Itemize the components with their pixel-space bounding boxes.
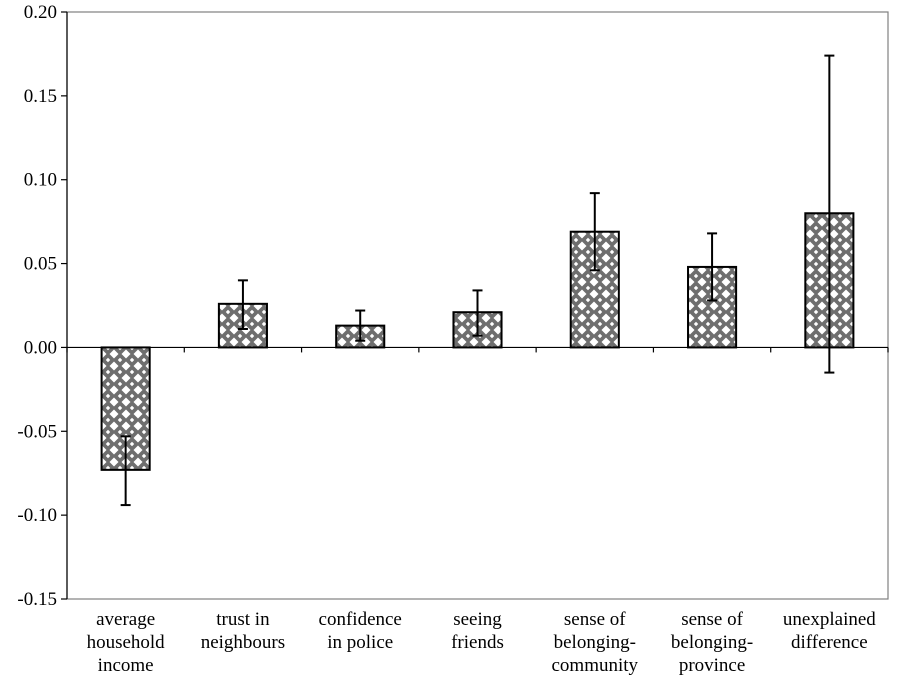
category-label-line: trust in [216,609,270,630]
y-tick-label: 0.00 [24,337,57,358]
category-label-line: average [96,609,155,630]
y-axis: 0.20 0.15 0.10 0.05 0.00 -0.05 -0.10 -0.15 [17,2,889,610]
category-label-line: confidence [319,609,402,630]
category-label-line: friends [451,632,504,653]
category-label: sense of belonging-province [671,609,753,676]
category-label: sense of belonging-community [552,609,639,676]
category-label-line: belonging- [671,632,753,653]
category-label-line: sense of [564,609,626,630]
x-axis-labels: average household income trust in neighbours… [87,609,877,676]
y-tick-label: 0.20 [24,2,57,23]
y-tick-label: -0.05 [17,421,57,442]
category-label-line: income [98,655,154,676]
y-tick-label: 0.10 [24,170,57,191]
category-label-line: belonging- [554,632,636,653]
category-label-line: province [679,655,745,676]
category-label-line: sense of [681,609,743,630]
category-label-line: household [87,632,166,653]
y-tick-label: 0.15 [24,86,57,107]
category-label-line: neighbours [201,632,285,653]
y-tick-label: 0.05 [24,254,57,275]
category-label-line: seeing [453,609,502,630]
category-label-line: unexplained [783,609,876,630]
bars [100,212,855,471]
y-tick-label: -0.10 [17,505,57,526]
category-label: average household income [87,609,166,676]
error-bars [120,54,835,507]
y-tick-label: -0.15 [17,589,57,610]
category-label-line: difference [791,632,868,653]
category-label-line: in police [327,632,393,653]
category-label: confidence in police [319,609,402,653]
category-label: unexplained difference [783,609,876,653]
category-label: seeing friends [451,609,504,653]
category-label: trust in neighbours [201,609,285,653]
category-label-line: community [552,655,639,676]
